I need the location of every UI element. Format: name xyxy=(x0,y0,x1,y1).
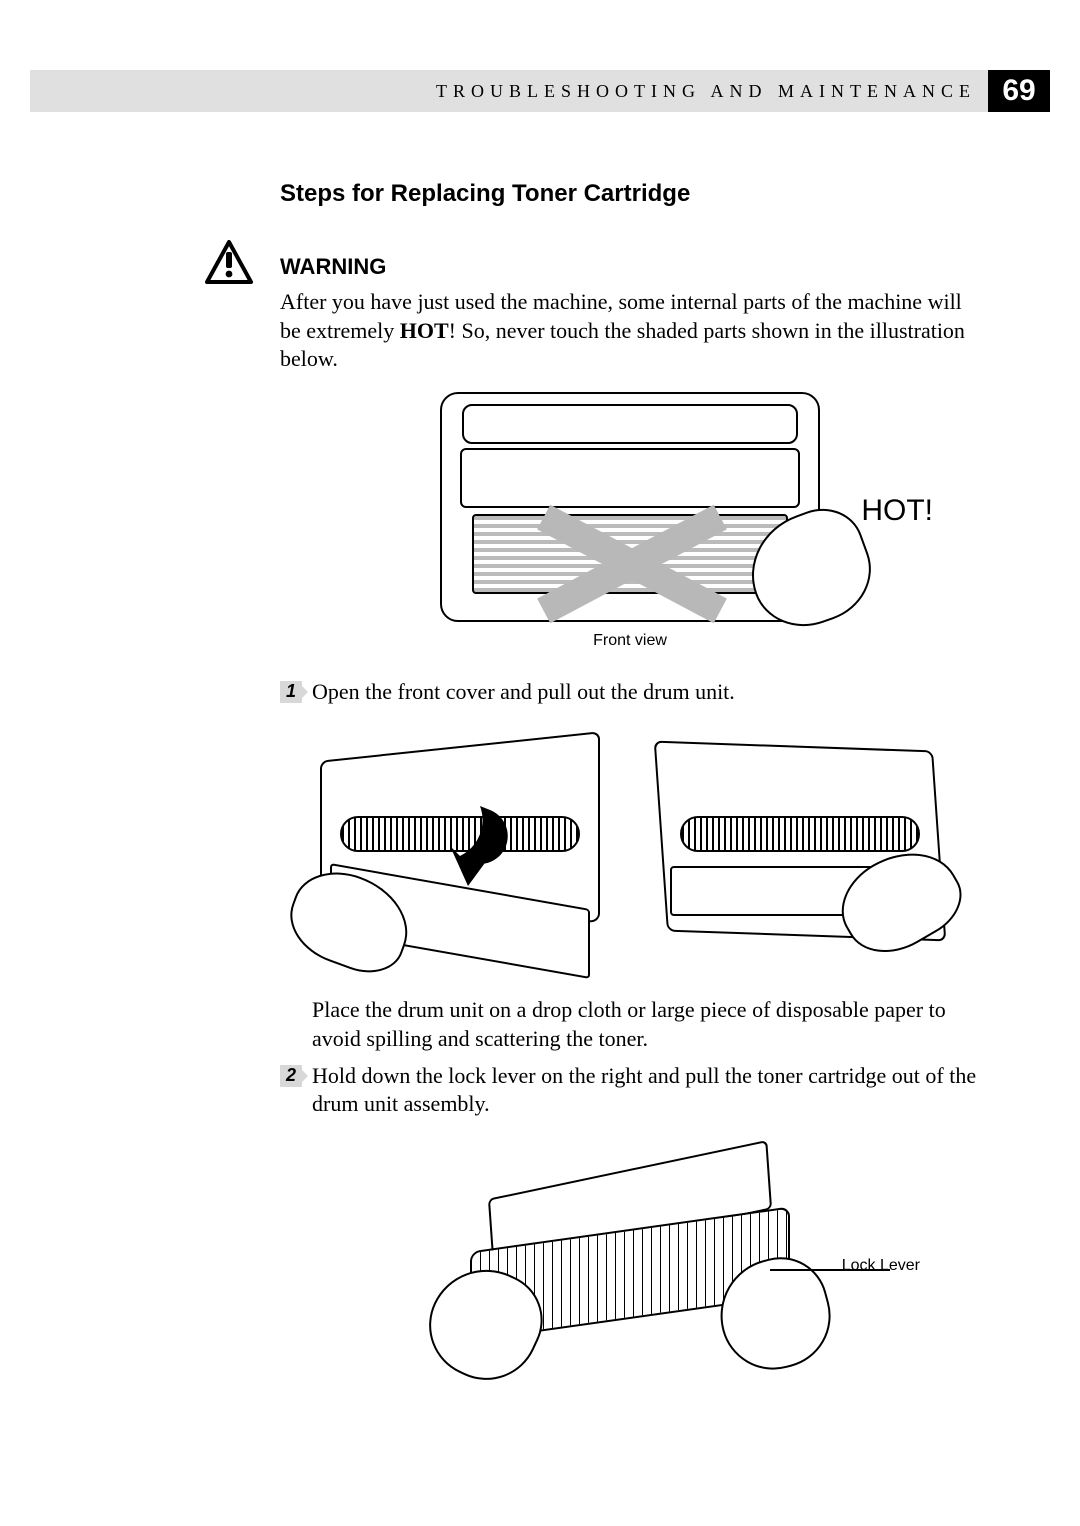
drum-illustrations xyxy=(280,716,980,976)
step-number-2: 2 xyxy=(280,1065,302,1087)
step-number-1: 1 xyxy=(280,681,302,703)
step-1: 1 Open the front cover and pull out the … xyxy=(280,678,980,707)
header-bar: TROUBLESHOOTING AND MAINTENANCE 69 xyxy=(30,70,1050,112)
printer-outline: HOT! xyxy=(440,392,820,622)
section-title: TROUBLESHOOTING AND MAINTENANCE xyxy=(436,81,976,102)
front-view-caption: Front view xyxy=(593,632,667,650)
warning-text: After you have just used the machine, so… xyxy=(280,288,980,374)
lock-lever-label: Lock Lever xyxy=(842,1257,920,1275)
warning-icon xyxy=(205,240,253,284)
hot-illustration: HOT! Front view xyxy=(280,392,980,668)
lock-lever-illustration: Lock Lever xyxy=(440,1139,820,1379)
open-cover-illustration xyxy=(310,716,610,976)
warning-text-bold: HOT xyxy=(400,318,449,343)
drop-cloth-text: Place the drum unit on a drop cloth or l… xyxy=(312,996,980,1053)
main-content: Steps for Replacing Toner Cartridge WARN… xyxy=(280,180,980,1379)
pull-drum-illustration xyxy=(650,716,950,976)
warning-heading: WARNING xyxy=(280,254,980,280)
page-number: 69 xyxy=(1002,74,1035,108)
page-number-box: 69 xyxy=(988,70,1050,112)
step-2-text: Hold down the lock lever on the right an… xyxy=(312,1062,980,1119)
step-1-text: Open the front cover and pull out the dr… xyxy=(312,678,980,707)
hot-label: HOT! xyxy=(861,494,933,528)
subtitle: Steps for Replacing Toner Cartridge xyxy=(280,180,980,208)
step-2: 2 Hold down the lock lever on the right … xyxy=(280,1062,980,1119)
